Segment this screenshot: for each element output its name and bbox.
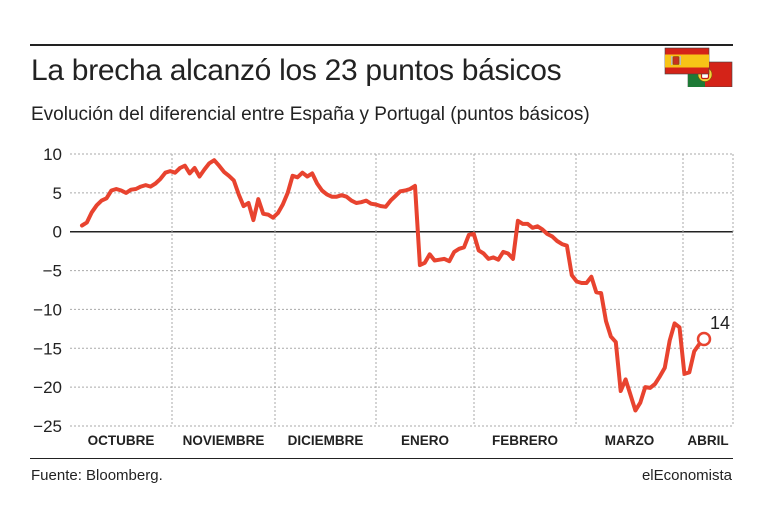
source-note: Fuente: Bloomberg. (31, 467, 163, 484)
chart-subtitle: Evolución del diferencial entre España y… (31, 104, 590, 125)
bottom-rule (30, 458, 733, 459)
month-label: FEBRERO (492, 433, 558, 448)
y-tick-label: 10 (43, 145, 62, 164)
y-tick-label: −20 (33, 378, 62, 397)
y-tick-label: −10 (33, 300, 62, 319)
flags (664, 47, 733, 87)
month-label: OCTUBRE (88, 433, 155, 448)
month-label: MARZO (605, 433, 655, 448)
chart-title: La brecha alcanzó los 23 puntos básicos (31, 54, 562, 87)
brand-name: elEconomista (641, 467, 732, 484)
spain-flag-icon (664, 47, 710, 75)
y-tick-label: −5 (43, 262, 62, 281)
y-tick-label: −25 (33, 417, 62, 436)
last-value-label: 14 (710, 313, 730, 333)
top-rule (30, 44, 733, 46)
y-tick-label: 5 (53, 184, 62, 203)
spread-line-chart: 10 5 0 −5 −10 −15 −20 −25 OCTUBRE NOVIEMBRE DICIEM… (33, 145, 734, 448)
y-tick-label: 0 (53, 223, 62, 242)
last-value-marker (696, 331, 712, 347)
month-label: DICIEMBRE (288, 433, 364, 448)
y-tick-label: −15 (33, 339, 62, 358)
month-label: ENERO (401, 433, 449, 448)
spread-series-line (80, 158, 706, 413)
month-label: ABRIL (687, 433, 728, 448)
month-label: NOVIEMBRE (183, 433, 265, 448)
